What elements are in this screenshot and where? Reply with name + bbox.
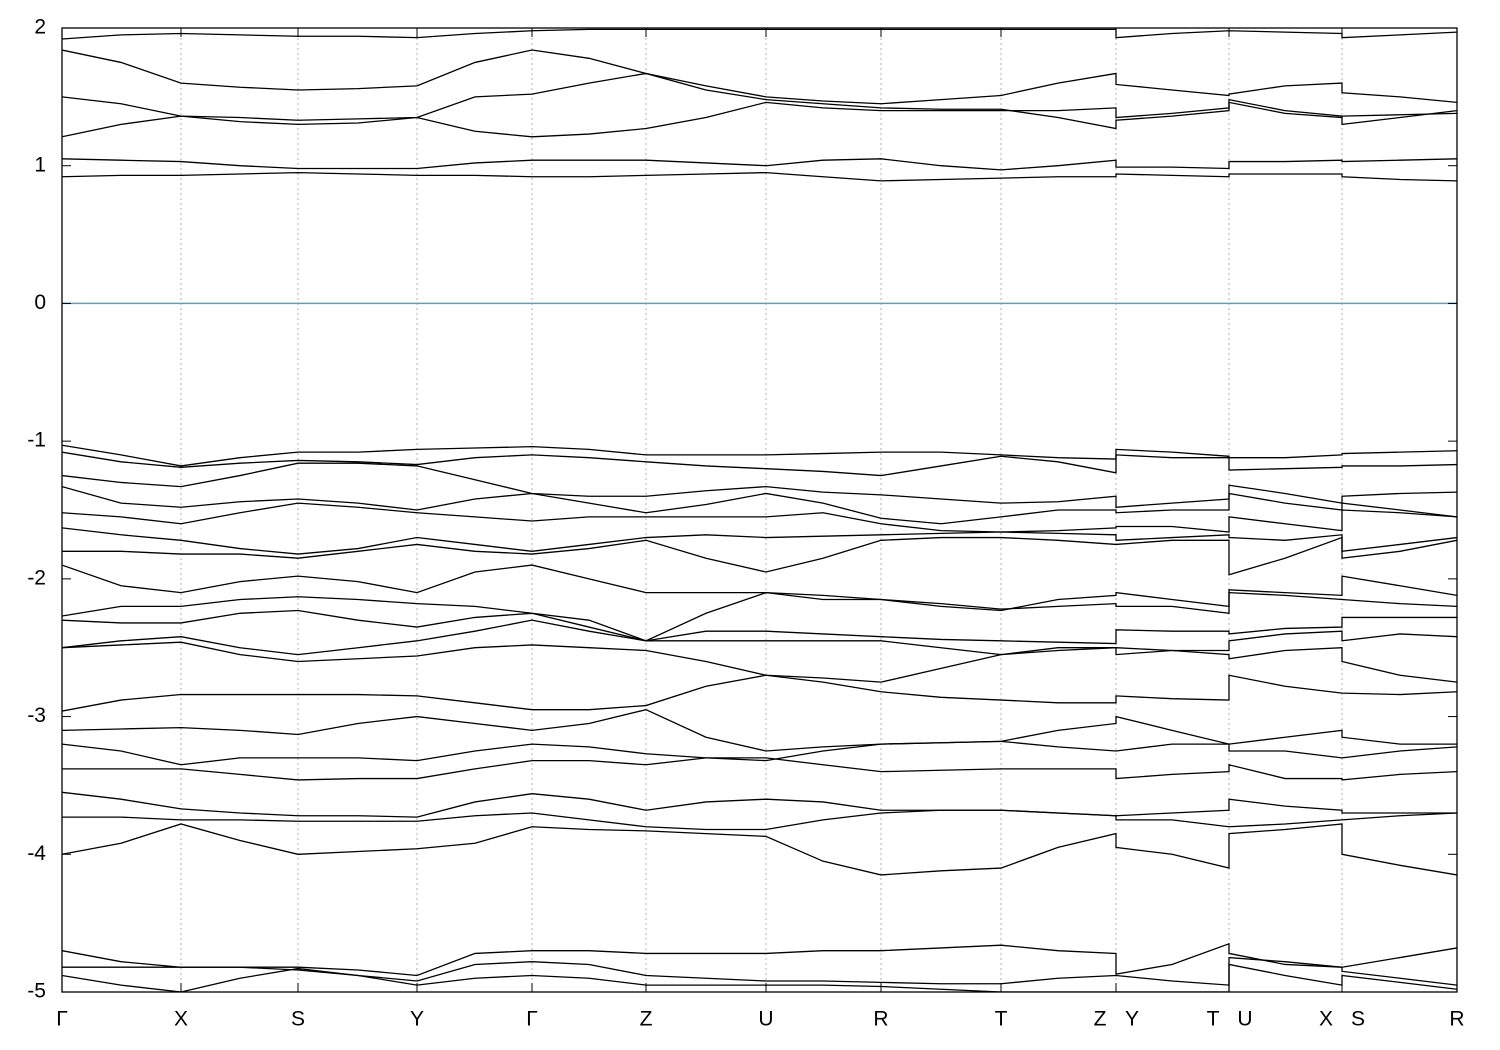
plot-frame xyxy=(61,27,1458,993)
x-tick-label: Y xyxy=(410,1008,424,1031)
x-tick-label: X xyxy=(1319,1008,1333,1031)
band-line xyxy=(62,451,1457,477)
band-line xyxy=(62,709,1457,752)
band-line xyxy=(62,502,1457,533)
y-tick-label: -3 xyxy=(27,704,46,727)
x-tick-label: R xyxy=(873,1008,888,1031)
band-line xyxy=(62,619,1457,656)
band-line xyxy=(62,956,1457,986)
band-line xyxy=(62,171,1457,182)
x-tick-label: S xyxy=(1351,1008,1365,1031)
band-line xyxy=(62,462,1457,508)
band-line xyxy=(62,72,1457,130)
band-line xyxy=(62,791,1457,818)
y-tick-label: -5 xyxy=(27,980,46,1003)
band-line xyxy=(62,485,1457,525)
band-line xyxy=(62,641,1457,683)
band-line xyxy=(62,444,1457,467)
band-line xyxy=(62,564,1457,612)
band-line xyxy=(62,536,1457,576)
y-tick-label: 0 xyxy=(34,291,46,314)
band-layer xyxy=(62,28,1457,992)
band-line xyxy=(62,963,1457,992)
x-tick-label: S xyxy=(291,1008,305,1031)
x-tick-label: Y xyxy=(1125,1008,1139,1031)
x-tick-label: Z xyxy=(640,1008,653,1031)
x-tick-label: U xyxy=(1237,1008,1252,1031)
band-line xyxy=(62,101,1457,138)
band-line xyxy=(62,674,1457,712)
band-line xyxy=(62,527,1457,555)
x-tick-label: Z xyxy=(1094,1008,1107,1031)
band-line xyxy=(62,49,1457,105)
y-tick-label: 1 xyxy=(34,153,46,176)
y-tick-label: -4 xyxy=(27,842,46,865)
band-line xyxy=(62,740,1457,766)
y-tick-label: -1 xyxy=(27,429,46,452)
band-line xyxy=(62,28,1457,40)
band-line xyxy=(62,757,1457,781)
band-line xyxy=(62,809,1457,831)
x-tick-label: Γ xyxy=(56,1008,68,1031)
y-tick-label: 2 xyxy=(34,16,46,39)
x-tick-label: T xyxy=(995,1008,1008,1031)
x-tick-label: U xyxy=(758,1008,773,1031)
band-line xyxy=(62,609,1457,645)
band-line xyxy=(62,942,1457,977)
band-line xyxy=(62,158,1457,171)
band-line xyxy=(62,823,1457,876)
band-line xyxy=(62,591,1457,642)
x-tick-label: X xyxy=(174,1008,188,1031)
x-tick-label: T xyxy=(1207,1008,1220,1031)
x-tick-label: Γ xyxy=(526,1008,538,1031)
x-tick-label: R xyxy=(1449,1008,1464,1031)
y-tick-label: -2 xyxy=(27,566,46,589)
